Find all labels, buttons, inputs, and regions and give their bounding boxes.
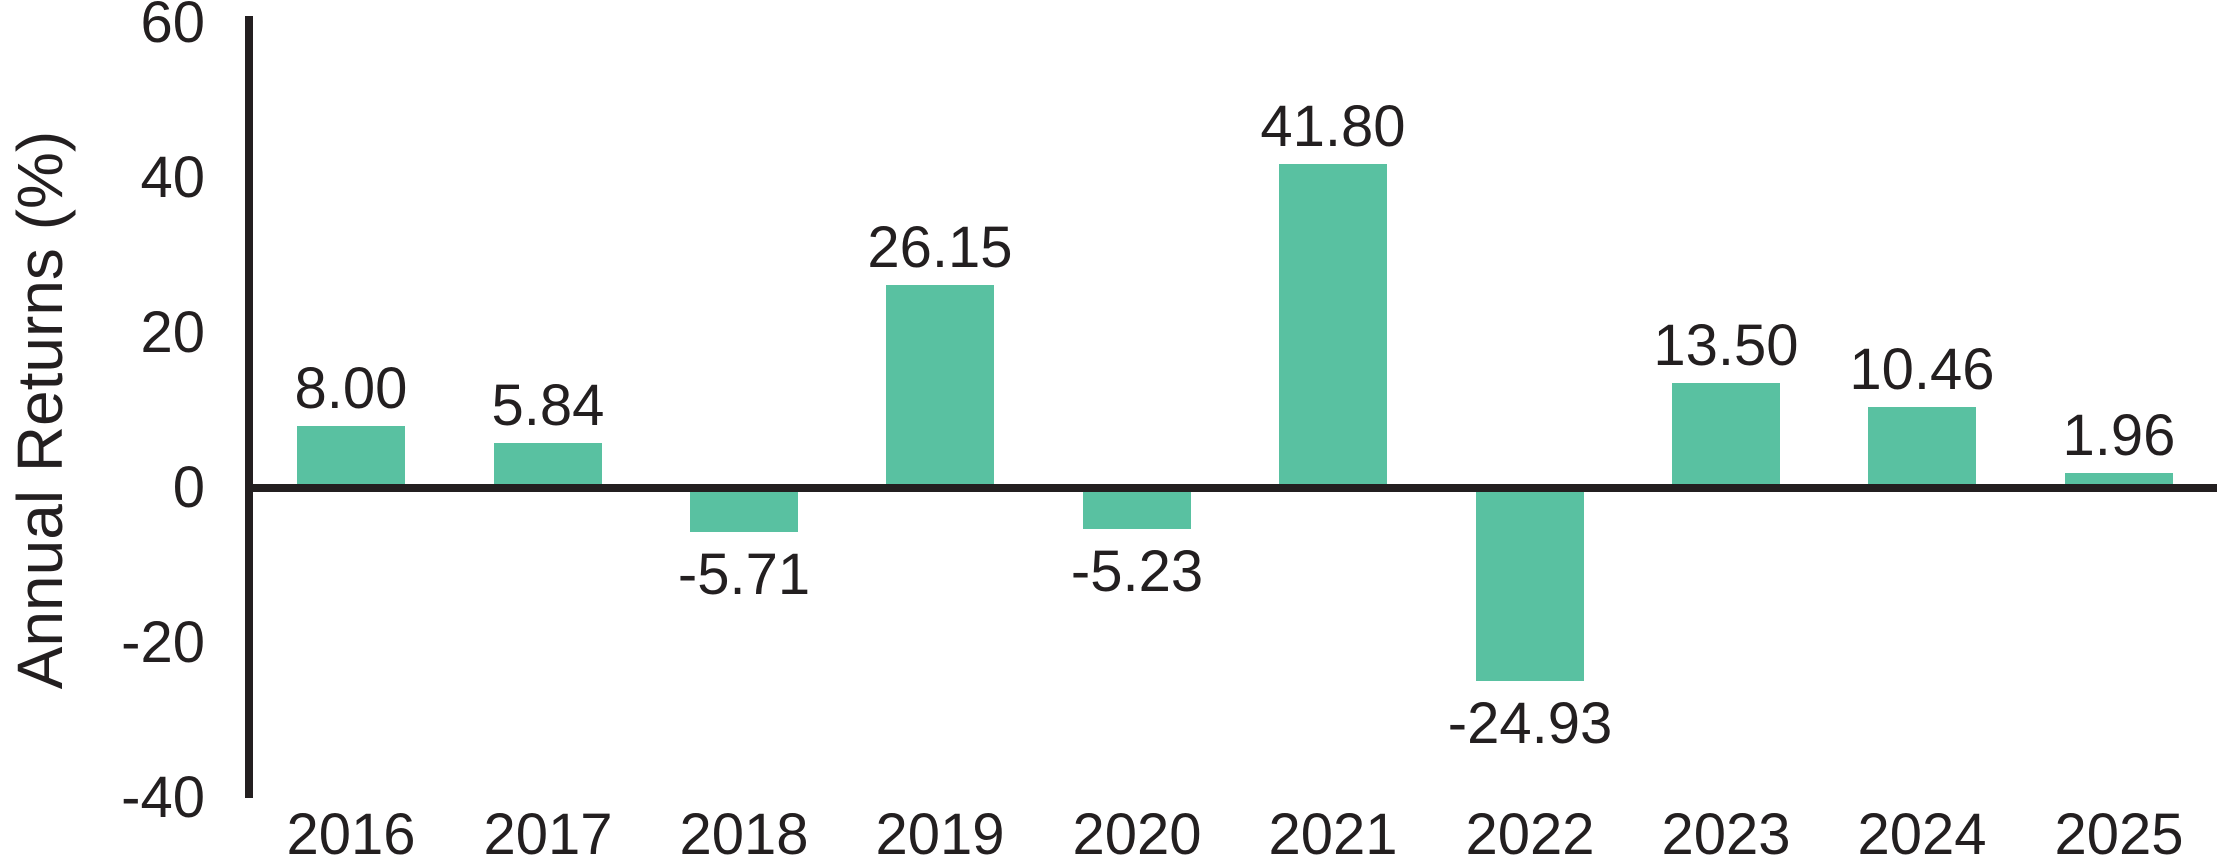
x-tick-label-2020: 2020 — [1072, 802, 1202, 858]
x-tick-label-2017: 2017 — [483, 802, 613, 858]
x-tick-label-2019: 2019 — [875, 802, 1005, 858]
bar-value-label: -5.71 — [677, 542, 811, 607]
y-axis-title: Annual Returns (%) — [4, 130, 76, 690]
y-axis-line — [245, 16, 253, 798]
bar-2020 — [1083, 488, 1191, 529]
zero-baseline — [245, 484, 2217, 492]
x-tick-label-2021: 2021 — [1268, 802, 1398, 858]
bar-2021 — [1279, 164, 1387, 488]
x-tick-label-2024: 2024 — [1857, 802, 1987, 858]
bar-2024 — [1868, 407, 1976, 488]
y-tick-label: 40 — [140, 145, 205, 210]
bar-2019 — [886, 285, 994, 488]
y-tick-label: 60 — [140, 0, 205, 55]
bar-2022 — [1476, 488, 1584, 681]
bar-2016 — [297, 426, 405, 488]
x-tick-label-2025: 2025 — [2054, 802, 2184, 858]
x-tick-label-2016: 2016 — [286, 802, 416, 858]
bar-value-label: 41.80 — [1260, 94, 1406, 159]
bar-value-label: -24.93 — [1447, 691, 1613, 756]
y-tick-label: 20 — [140, 300, 205, 365]
bar-value-label: 13.50 — [1653, 313, 1799, 378]
bar-value-label: 8.00 — [294, 356, 408, 421]
bar-value-label: 10.46 — [1849, 337, 1995, 402]
bar-2018 — [690, 488, 798, 532]
x-tick-label-2023: 2023 — [1661, 802, 1791, 858]
y-tick-label: 0 — [172, 455, 205, 520]
bar-2023 — [1672, 383, 1780, 488]
y-tick-label: -20 — [121, 610, 205, 675]
bar-value-label: -5.23 — [1070, 539, 1204, 604]
bar-value-label: 5.84 — [491, 373, 605, 438]
x-tick-label-2022: 2022 — [1465, 802, 1595, 858]
bar-value-label: 1.96 — [2062, 403, 2176, 468]
bar-2017 — [494, 443, 602, 488]
bar-value-label: 26.15 — [867, 215, 1013, 280]
y-tick-label: -40 — [121, 765, 205, 830]
x-tick-label-2018: 2018 — [679, 802, 809, 858]
